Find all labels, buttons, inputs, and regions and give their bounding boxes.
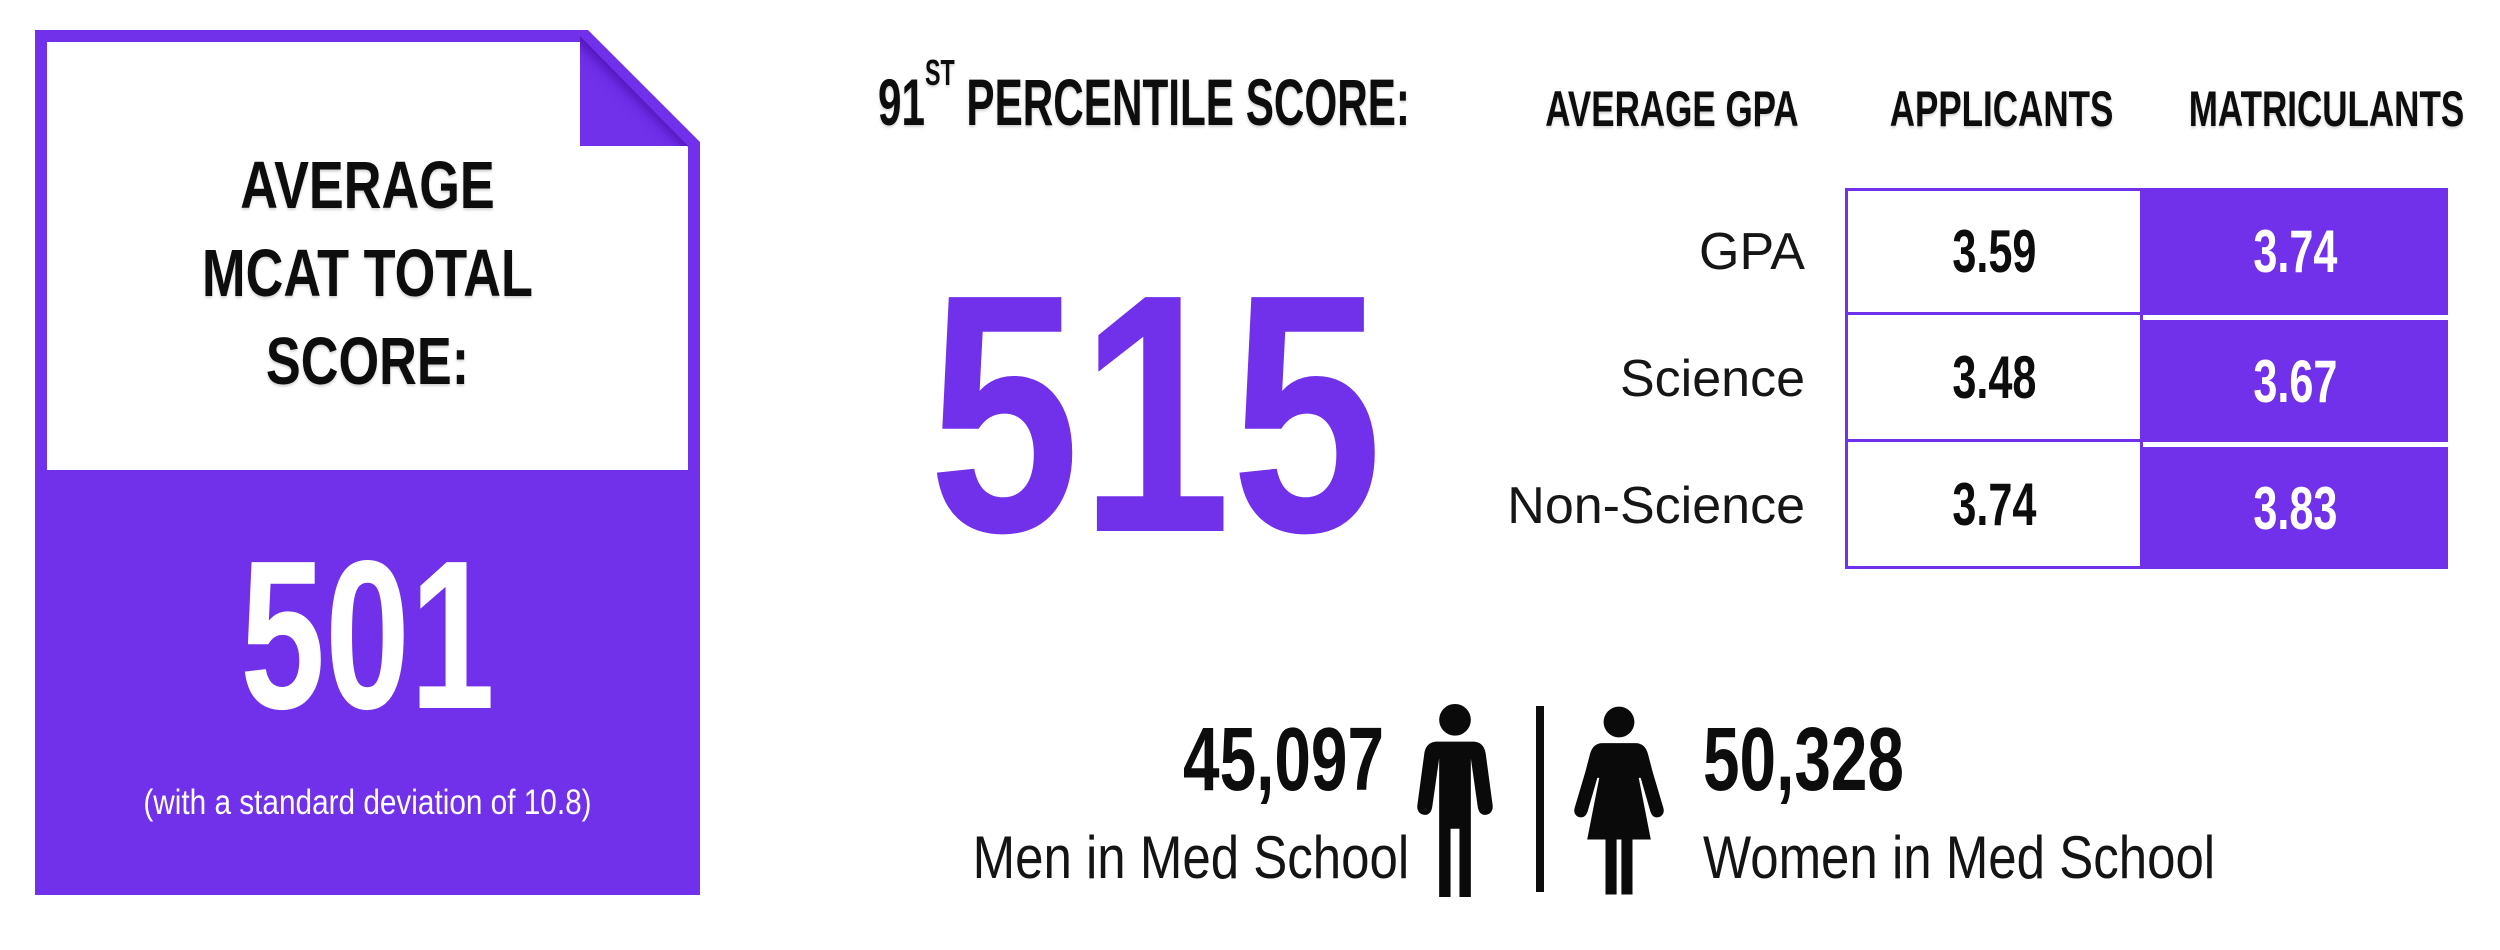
percentile-number: 91 <box>878 65 925 139</box>
card-title-line: AVERAGE <box>240 148 495 223</box>
women-count: 50,328 <box>1703 710 1904 810</box>
table-cell: 3.74 <box>2143 188 2448 315</box>
average-mcat-score-card: AVERAGE MCAT TOTAL SCORE: 501 (with a st… <box>35 30 700 895</box>
gpa-row-labels: GPA Science Non-Science <box>1480 188 1805 569</box>
applicants-science-value: 3.48 <box>1951 343 2037 411</box>
percentile-score-value: 515 <box>928 224 1383 604</box>
percentile-heading-text: PERCENTILE SCORE: <box>954 65 1410 139</box>
table-cell: 3.67 <box>2143 315 2448 442</box>
table-header-applicants: APPLICANTS <box>1889 81 2114 137</box>
female-icon <box>1574 706 1664 895</box>
men-label: Men in Med School <box>972 824 1410 891</box>
male-icon <box>1417 703 1493 898</box>
table-header-matriculants: MATRICULANTS <box>2188 81 2465 137</box>
men-count: 45,097 <box>1183 710 1384 810</box>
matriculants-science-value: 3.67 <box>2253 347 2338 415</box>
table-header-average-gpa: AVERAGE GPA <box>1545 81 1799 137</box>
card-title-line: SCORE: <box>265 324 470 399</box>
percentile-heading: 91ST PERCENTILE SCORE: <box>878 52 1410 139</box>
gender-divider <box>1536 706 1544 892</box>
table-cell: 3.74 <box>1845 442 2143 569</box>
table-cell: 3.83 <box>2143 442 2448 569</box>
row-label-science: Science <box>1620 349 1805 408</box>
matriculants-non-science-value: 3.83 <box>2253 474 2338 542</box>
applicants-non-science-value: 3.74 <box>1951 470 2037 538</box>
table-cell: 3.48 <box>1845 315 2143 442</box>
table-cell: 3.59 <box>1845 188 2143 315</box>
women-label: Women in Med School <box>1703 824 2216 891</box>
percentile-ordinal-suffix: ST <box>924 51 955 93</box>
applicants-gpa-value: 3.59 <box>1951 218 2037 285</box>
matriculants-gpa-value: 3.74 <box>2253 218 2338 285</box>
standard-deviation-note: (with a standard deviation of 10.8) <box>143 783 592 822</box>
card-score-panel: 501 (with a standard deviation of 10.8) <box>35 470 700 895</box>
average-mcat-score-value: 501 <box>240 516 495 753</box>
matriculants-column: 3.74 3.67 3.83 <box>2143 188 2448 569</box>
row-label-gpa: GPA <box>1699 222 1805 281</box>
card-title-line: MCAT TOTAL <box>202 236 533 311</box>
applicants-column: 3.59 3.48 3.74 <box>1845 188 2143 569</box>
card-title: AVERAGE MCAT TOTAL SCORE: <box>108 142 627 406</box>
row-label-non-science: Non-Science <box>1507 476 1805 535</box>
